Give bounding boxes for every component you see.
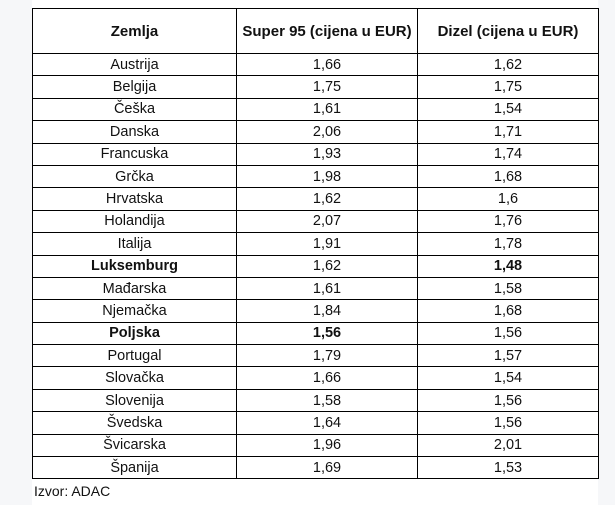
cell-country: Portugal [32, 344, 237, 368]
cell-diesel: 1,58 [417, 276, 599, 301]
table-row: Poljska 1,56 1,56 [32, 321, 599, 346]
table-row: Italija 1,91 1,78 [32, 232, 599, 256]
table-row: Švicarska 1,96 2,01 [32, 433, 599, 458]
cell-diesel: 1,53 [417, 456, 599, 480]
cell-diesel: 1,56 [417, 321, 599, 346]
table-row: Švedska 1,64 1,56 [32, 411, 599, 435]
table-body: Austrija 1,66 1,62 Belgija 1,75 1,75 Češka 1,61… [32, 52, 599, 480]
table-row: Austrija 1,66 1,62 [32, 52, 599, 77]
cell-super95: 1,66 [236, 52, 418, 77]
cell-super95: 1,56 [236, 321, 418, 346]
cell-diesel: 1,56 [417, 411, 599, 435]
cell-country: Danska [32, 120, 237, 144]
cell-country: Švedska [32, 411, 237, 435]
table-row: Belgija 1,75 1,75 [32, 75, 599, 99]
table-row: Češka 1,61 1,54 [32, 97, 599, 122]
cell-country: Grčka [32, 164, 237, 189]
cell-country: Holandija [32, 209, 237, 234]
cell-super95: 1,62 [236, 254, 418, 278]
table-row: Holandija 2,07 1,76 [32, 209, 599, 234]
table-row: Španija 1,69 1,53 [32, 456, 599, 480]
cell-super95: 2,07 [236, 209, 418, 234]
source-note: Izvor: ADAC [34, 483, 111, 499]
cell-super95: 1,61 [236, 276, 418, 301]
cell-diesel: 1,71 [417, 120, 599, 144]
cell-diesel: 1,68 [417, 299, 599, 323]
cell-country: Mađarska [32, 276, 237, 301]
cell-diesel: 1,48 [417, 254, 599, 278]
header-diesel: Dizel (cijena u EUR) [417, 8, 599, 54]
cell-country: Švicarska [32, 433, 237, 458]
table-row: Luksemburg 1,62 1,48 [32, 254, 599, 278]
table-row: Portugal 1,79 1,57 [32, 344, 599, 368]
cell-super95: 1,93 [236, 142, 418, 166]
cell-country: Austrija [32, 52, 237, 77]
cell-super95: 1,79 [236, 344, 418, 368]
cell-country: Belgija [32, 75, 237, 99]
cell-super95: 2,06 [236, 120, 418, 144]
cell-super95: 1,58 [236, 388, 418, 413]
cell-diesel: 1,74 [417, 142, 599, 166]
cell-country: Španija [32, 456, 237, 480]
header-country: Zemlja [32, 8, 237, 54]
cell-country: Hrvatska [32, 187, 237, 211]
fuel-price-table: Zemlja Super 95 (cijena u EUR) Dizel (ci… [32, 8, 599, 480]
cell-super95: 1,64 [236, 411, 418, 435]
cell-super95: 1,69 [236, 456, 418, 480]
cell-super95: 1,91 [236, 232, 418, 256]
cell-diesel: 1,75 [417, 75, 599, 99]
cell-diesel: 1,56 [417, 388, 599, 413]
cell-diesel: 2,01 [417, 433, 599, 458]
table-row: Mađarska 1,61 1,58 [32, 276, 599, 301]
cell-diesel: 1,76 [417, 209, 599, 234]
cell-diesel: 1,6 [417, 187, 599, 211]
header-super95: Super 95 (cijena u EUR) [236, 8, 418, 54]
cell-super95: 1,98 [236, 164, 418, 189]
cell-diesel: 1,62 [417, 52, 599, 77]
cell-country: Slovačka [32, 366, 237, 390]
cell-diesel: 1,54 [417, 97, 599, 122]
cell-country: Francuska [32, 142, 237, 166]
cell-country: Italija [32, 232, 237, 256]
document-sheet: Zemlja Super 95 (cijena u EUR) Dizel (ci… [32, 0, 599, 505]
table-header-row: Zemlja Super 95 (cijena u EUR) Dizel (ci… [32, 8, 599, 54]
cell-diesel: 1,54 [417, 366, 599, 390]
cell-super95: 1,96 [236, 433, 418, 458]
cell-diesel: 1,68 [417, 164, 599, 189]
table-row: Grčka 1,98 1,68 [32, 164, 599, 189]
cell-diesel: 1,78 [417, 232, 599, 256]
table-row: Francuska 1,93 1,74 [32, 142, 599, 166]
cell-super95: 1,66 [236, 366, 418, 390]
table-row: Danska 2,06 1,71 [32, 120, 599, 144]
cell-country: Luksemburg [32, 254, 237, 278]
cell-super95: 1,84 [236, 299, 418, 323]
cell-diesel: 1,57 [417, 344, 599, 368]
cell-country: Njemačka [32, 299, 237, 323]
cell-super95: 1,62 [236, 187, 418, 211]
table-row: Njemačka 1,84 1,68 [32, 299, 599, 323]
table-row: Slovenija 1,58 1,56 [32, 388, 599, 413]
cell-country: Poljska [32, 321, 237, 346]
cell-country: Slovenija [32, 388, 237, 413]
cell-super95: 1,75 [236, 75, 418, 99]
table-row: Hrvatska 1,62 1,6 [32, 187, 599, 211]
cell-country: Češka [32, 97, 237, 122]
cell-super95: 1,61 [236, 97, 418, 122]
table-row: Slovačka 1,66 1,54 [32, 366, 599, 390]
